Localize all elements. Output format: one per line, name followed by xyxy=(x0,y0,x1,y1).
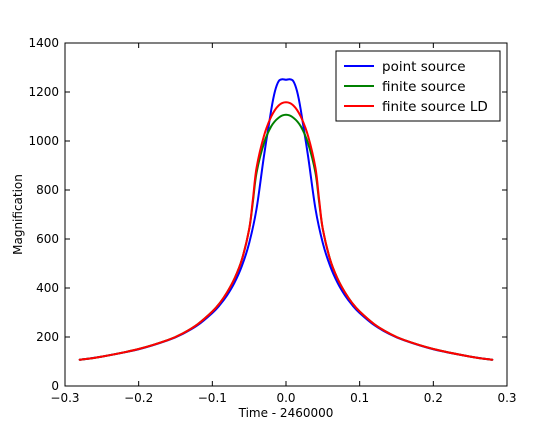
y-tick-label: 1200 xyxy=(28,85,59,99)
x-tick-label: 0.1 xyxy=(350,391,369,405)
x-tick-label: 0.3 xyxy=(497,391,516,405)
y-axis-label: Magnification xyxy=(11,174,25,255)
legend-entry-label: finite source xyxy=(382,79,466,95)
legend: point source finite source finite source L… xyxy=(335,50,501,122)
x-tick-label: 0.0 xyxy=(276,391,295,405)
series-line-0 xyxy=(78,78,494,361)
y-tick-label: 1000 xyxy=(28,134,59,148)
x-tick-label: −0.2 xyxy=(124,391,153,405)
y-tick-label: 400 xyxy=(36,281,59,295)
ticks-layer: −0.3 −0.2 −0.1 0.0 0.1 0.2 0.3 0 200 400 600 800 100… xyxy=(28,36,516,405)
legend-entry-label: point source xyxy=(382,59,466,75)
x-tick-label: −0.1 xyxy=(198,391,227,405)
y-tick-label: 600 xyxy=(36,232,59,246)
x-axis-label: Time - 2460000 xyxy=(238,406,334,420)
series-layer xyxy=(78,78,494,361)
y-tick-label: 1400 xyxy=(28,36,59,50)
legend-entry-label: finite source LD xyxy=(382,99,488,115)
y-tick-label: 200 xyxy=(36,330,59,344)
series-line-2 xyxy=(78,101,494,361)
y-tick-label: 0 xyxy=(51,379,59,393)
y-tick-label: 800 xyxy=(36,183,59,197)
x-tick-label: −0.3 xyxy=(50,391,79,405)
x-tick-label: 0.2 xyxy=(424,391,443,405)
